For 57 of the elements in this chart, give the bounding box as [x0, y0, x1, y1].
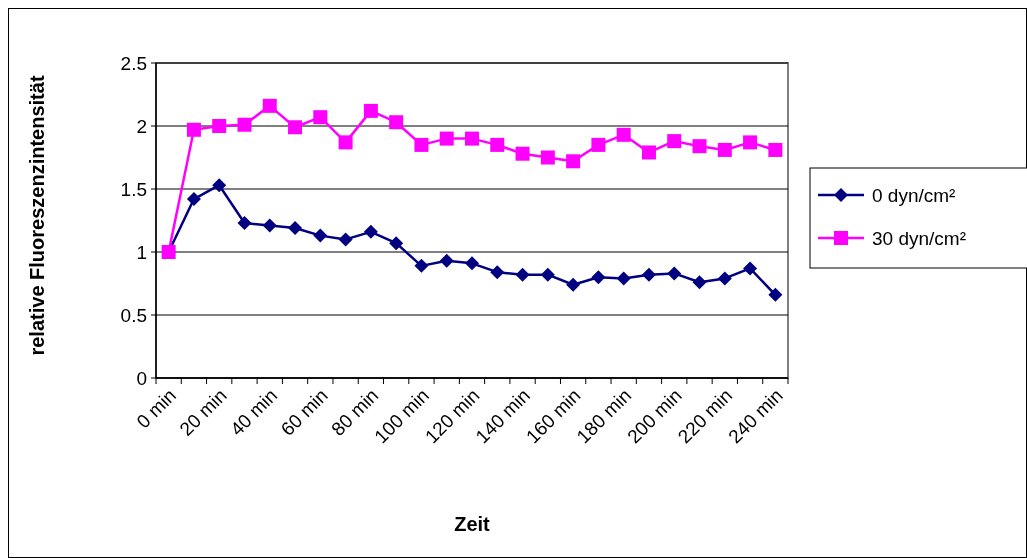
point: [212, 178, 227, 193]
point: [768, 287, 783, 302]
x-axis-title: Zeit: [454, 513, 491, 535]
y-tick-label: 2: [136, 115, 147, 137]
point: [768, 142, 783, 157]
y-tick-label: 1: [136, 241, 147, 263]
point: [641, 145, 656, 160]
point: [591, 270, 606, 285]
point: [540, 150, 555, 165]
point: [641, 267, 656, 282]
point: [515, 146, 530, 161]
point: [186, 192, 201, 207]
point: [212, 119, 227, 133]
point: [262, 98, 277, 113]
point: [338, 232, 353, 247]
point: [439, 253, 454, 268]
point: [389, 236, 404, 251]
point: [667, 266, 682, 281]
point: [313, 228, 328, 243]
point: [616, 127, 631, 142]
point: [717, 271, 732, 286]
point: [490, 265, 505, 280]
point: [363, 224, 378, 239]
point: [237, 216, 252, 231]
legend-label: 30 dyn/cm²: [872, 227, 966, 249]
point: [414, 258, 429, 273]
point: [465, 131, 479, 146]
point: [515, 267, 530, 282]
point: [237, 117, 252, 132]
point: [262, 218, 277, 233]
point: [566, 154, 581, 169]
point: [566, 277, 581, 292]
point: [667, 134, 682, 149]
point: [692, 139, 707, 154]
point: [186, 122, 201, 137]
point: [363, 103, 378, 118]
point: [389, 115, 404, 130]
y-axis-title: relative Fluoreszenzintensität: [26, 75, 48, 356]
point: [540, 267, 555, 282]
point: [439, 131, 454, 146]
y-tick-label: 1.5: [120, 178, 147, 200]
point: [313, 110, 328, 125]
point: [591, 137, 606, 152]
point: [288, 120, 303, 135]
point: [414, 137, 429, 152]
point: [465, 256, 479, 271]
point: [338, 135, 353, 150]
y-tick-label: 2.5: [120, 52, 147, 74]
point: [717, 142, 732, 157]
point: [743, 135, 758, 150]
point: [616, 271, 631, 286]
point: [490, 137, 505, 152]
point: [743, 261, 758, 276]
y-tick-label: 0.5: [120, 304, 147, 326]
point: [288, 221, 303, 236]
point: [692, 275, 707, 290]
legend-label: 0 dyn/cm²: [872, 184, 956, 206]
